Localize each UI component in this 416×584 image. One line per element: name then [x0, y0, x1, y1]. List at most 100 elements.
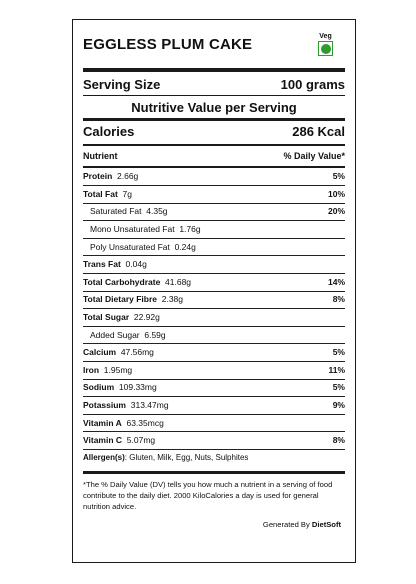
nutrient-amount: 313.47mg: [130, 400, 169, 411]
nutrient-row: Sodium 109.33mg 5%: [83, 379, 345, 398]
veg-symbol-icon: [318, 41, 333, 56]
footnote: *The % Daily Value (DV) tells you how mu…: [83, 480, 333, 511]
nutrient-row: Trans Fat 0.04g: [83, 256, 345, 274]
nutrient-daily-value: 9%: [332, 400, 345, 411]
nutrient-row: Poly Unsaturated Fat 0.24g: [83, 238, 345, 257]
nutrient-daily-value: 5%: [332, 382, 345, 393]
nutrient-name: Total Fat: [83, 188, 118, 199]
nutritive-heading: Nutritive Value per Serving: [131, 100, 297, 115]
nutrient-name: Protein: [83, 171, 113, 182]
nutrient-amount: 4.35g: [146, 206, 168, 217]
calories-label: Calories: [83, 124, 135, 139]
nutrient-amount: 0.24g: [174, 241, 196, 252]
nutrient-row: Vitamin C 5.07mg 8%: [83, 432, 345, 450]
nutrient-amount: 1.76g: [179, 224, 201, 235]
nutrient-name-cell: Sodium 109.33mg: [83, 382, 157, 392]
table-header: Nutrient % Daily Value*: [83, 151, 345, 161]
nutrient-name: Saturated Fat: [90, 206, 142, 217]
nutrient-name-cell: Calcium 47.56mg: [83, 347, 154, 357]
nutrient-name: Total Carbohydrate: [83, 276, 161, 287]
nutrient-name: Added Sugar: [90, 329, 140, 340]
nutrient-name: Sodium: [83, 382, 115, 393]
nutrient-daily-value: 11%: [328, 364, 345, 375]
nutrient-amount: 109.33mg: [118, 382, 157, 393]
nutrient-amount: 2.66g: [117, 171, 139, 182]
nutrient-row: Calcium 47.56mg 5%: [83, 344, 345, 362]
nutrient-amount: 47.56mg: [120, 347, 154, 358]
nutrient-amount: 63.35mcg: [126, 417, 164, 428]
nutrient-amount: 7g: [122, 188, 132, 199]
nutrient-daily-value: 10%: [327, 188, 345, 199]
nutrient-name-cell: Protein 2.66g: [83, 171, 138, 181]
allergen-value: : Gluten, Milk, Egg, Nuts, Sulphites: [124, 453, 249, 462]
nutrient-row: Vitamin A 63.35mcg: [83, 414, 345, 433]
nutrient-name-cell: Total Sugar 22.92g: [83, 312, 160, 322]
nutrient-daily-value: 5%: [332, 347, 345, 358]
nutrient-row: Iron 1.95mg 11%: [83, 361, 345, 380]
nutrient-name: Total Dietary Fibre: [83, 294, 157, 305]
nutrient-name: Calcium: [83, 347, 117, 358]
serving-size-value: 100 grams: [280, 77, 345, 92]
nutrient-daily-value: 8%: [332, 435, 345, 446]
nutrient-name: Mono Unsaturated Fat: [90, 224, 175, 235]
calories-value: 286 Kcal: [292, 124, 345, 139]
nutrient-name-cell: Vitamin C 5.07mg: [83, 435, 155, 445]
nutrient-amount: 41.68g: [165, 276, 192, 287]
nutrient-row: Mono Unsaturated Fat 1.76g: [83, 220, 345, 239]
nutrient-name: Trans Fat: [83, 259, 121, 270]
serving-size-row: Serving Size 100 grams: [83, 77, 345, 92]
nutrition-label: EGGLESS PLUM CAKE Veg Serving Size 100 g…: [72, 19, 356, 563]
nutrient-name-cell: Total Dietary Fibre 2.38g: [83, 294, 183, 304]
nutrient-name: Poly Unsaturated Fat: [90, 241, 170, 252]
veg-indicator: Veg: [318, 33, 333, 56]
divider: [83, 166, 345, 168]
thick-divider: [83, 471, 345, 474]
nutrient-daily-value: 14%: [327, 276, 345, 287]
nutrient-name: Vitamin C: [83, 435, 123, 446]
allergen-row: Allergen(s): Gluten, Milk, Egg, Nuts, Su…: [83, 453, 345, 462]
nutrient-name: Total Sugar: [83, 312, 130, 323]
thick-divider: [83, 68, 345, 72]
nutrient-amount: 2.38g: [161, 294, 184, 305]
nutrient-row: Total Fat 7g 10%: [83, 185, 345, 204]
nutrient-row: Total Dietary Fibre 2.38g 8%: [83, 291, 345, 310]
calories-row: Calories 286 Kcal: [83, 124, 345, 139]
nutrient-name-cell: Poly Unsaturated Fat 0.24g: [83, 242, 196, 252]
nutrient-daily-value: 20%: [327, 206, 345, 217]
nutrient-amount: 5.07mg: [126, 435, 156, 446]
nutrient-name-cell: Vitamin A 63.35mcg: [83, 418, 164, 428]
nutrient-name-cell: Total Fat 7g: [83, 189, 132, 199]
nutrient-row: Added Sugar 6.59g: [83, 326, 345, 345]
nutrient-amount: 1.95mg: [103, 364, 133, 375]
nutrient-name-cell: Trans Fat 0.04g: [83, 259, 147, 269]
generated-by: Generated By DietSoft: [263, 520, 341, 529]
nutrient-name: Potassium: [83, 400, 126, 411]
nutrient-daily-value: 5%: [332, 171, 345, 182]
nutrient-row: Total Carbohydrate 41.68g 14%: [83, 273, 345, 292]
generated-brand: DietSoft: [311, 520, 341, 529]
nutrient-header: Nutrient: [83, 151, 118, 161]
divider: [83, 95, 345, 96]
nutrient-name-cell: Potassium 313.47mg: [83, 400, 169, 410]
nutrient-amount: 6.59g: [144, 329, 166, 340]
nutrient-row: Saturated Fat 4.35g 20%: [83, 203, 345, 222]
nutrient-name-cell: Added Sugar 6.59g: [83, 330, 166, 340]
product-title: EGGLESS PLUM CAKE: [83, 36, 253, 53]
nutrient-name: Vitamin A: [83, 417, 122, 428]
generated-prefix: Generated By: [262, 520, 312, 529]
nutrient-name-cell: Mono Unsaturated Fat 1.76g: [83, 224, 201, 234]
nutrient-row: Potassium 313.47mg 9%: [83, 396, 345, 415]
thick-divider: [83, 118, 345, 121]
veg-label: Veg: [319, 33, 332, 40]
nutrition-label-inner: EGGLESS PLUM CAKE Veg Serving Size 100 g…: [83, 20, 345, 562]
divider: [83, 144, 345, 146]
nutrient-daily-value: 8%: [332, 294, 345, 305]
nutrient-name-cell: Iron 1.95mg: [83, 365, 132, 375]
allergen-label: Allergen(s): [83, 453, 125, 462]
daily-value-header: % Daily Value*: [283, 151, 345, 161]
nutrient-name: Iron: [83, 364, 100, 375]
nutrient-row: Total Sugar 22.92g: [83, 308, 345, 327]
nutrient-amount: 22.92g: [133, 312, 160, 323]
nutrient-name-cell: Total Carbohydrate 41.68g: [83, 277, 191, 287]
serving-size-label: Serving Size: [83, 77, 161, 92]
